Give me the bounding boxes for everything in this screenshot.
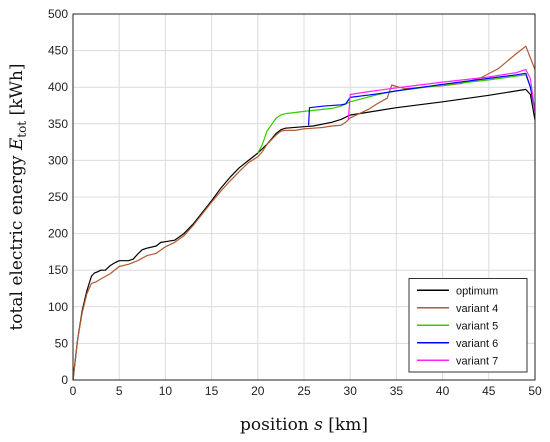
x-tick-label: 35 — [390, 384, 404, 398]
legend-entry: variant 5 — [456, 320, 498, 332]
x-tick-label: 20 — [251, 384, 265, 398]
y-tick-label: 0 — [61, 373, 68, 387]
y-tick-label: 500 — [48, 7, 68, 21]
x-tick-label: 25 — [297, 384, 311, 398]
tick-labels: 0 5 10 15 20 25 30 35 40 45 5005010015020025030035… — [48, 7, 542, 398]
y-axis-label: total electric energy Etot [kWh] — [7, 63, 29, 330]
legend-entry: variant 6 — [456, 338, 498, 350]
x-tick-label: 15 — [205, 384, 219, 398]
y-tick-label: 250 — [48, 190, 68, 204]
y-tick-label: 150 — [48, 263, 68, 277]
legend-entry: variant 7 — [456, 355, 498, 367]
series-line-optimum — [72, 88, 536, 381]
y-tick-label: 100 — [48, 300, 68, 314]
x-tick-label: 0 — [70, 384, 77, 398]
x-tick-label: 40 — [436, 384, 450, 398]
x-tick-label: 50 — [528, 384, 542, 398]
legend: optimum variant 4 variant 5 variant 6 varian… — [408, 278, 528, 373]
plot-frame — [72, 13, 536, 381]
x-tick-label: 45 — [482, 384, 496, 398]
legend-entry: variant 4 — [456, 303, 498, 315]
series-line-variant-6 — [308, 72, 536, 126]
x-tick-label: 10 — [159, 384, 173, 398]
series-line-variant-7 — [347, 69, 536, 120]
y-tick-label: 300 — [48, 153, 68, 167]
series-line-variant-5 — [257, 74, 536, 154]
x-tick-label: 5 — [116, 384, 123, 398]
legend-entry: optimum — [456, 285, 498, 297]
series-lines — [72, 45, 536, 381]
y-tick-label: 350 — [48, 117, 68, 131]
y-tick-label: 450 — [48, 44, 68, 58]
y-tick-label: 50 — [55, 336, 69, 350]
y-tick-label: 400 — [48, 80, 68, 94]
x-axis-label: position s [km] — [240, 415, 368, 435]
y-tick-label: 200 — [48, 227, 68, 241]
x-tick-label: 30 — [344, 384, 358, 398]
